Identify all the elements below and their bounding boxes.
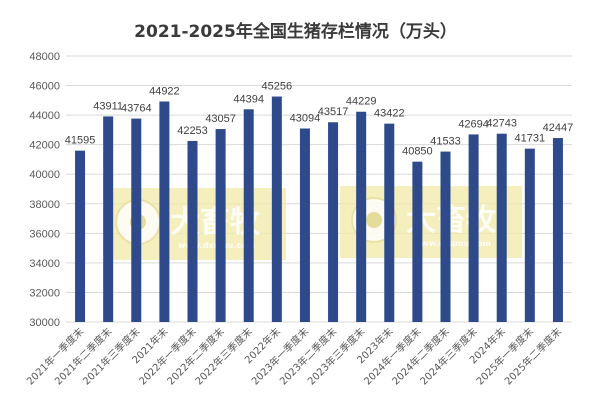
bar (468, 134, 479, 322)
bar (271, 96, 282, 322)
bar (356, 111, 367, 323)
y-tick-label: 46000 (29, 81, 60, 93)
data-label: 40850 (402, 146, 433, 158)
x-axis-categories: 2021年一季度末2021年二季度末2021年三季度末2021年末2022年一季… (24, 325, 564, 388)
data-label: 42447 (543, 122, 574, 134)
bar (412, 161, 423, 322)
data-label: 43094 (290, 112, 321, 124)
y-tick-label: 30000 (29, 317, 60, 329)
bar (524, 148, 535, 322)
data-label: 43422 (374, 108, 405, 120)
data-label: 42694 (458, 118, 489, 130)
bar (552, 138, 563, 322)
data-label: 42743 (486, 118, 517, 130)
data-label: 44229 (346, 96, 377, 108)
y-tick-label: 42000 (29, 140, 60, 152)
bar (131, 118, 142, 322)
y-tick-label: 36000 (29, 228, 60, 240)
data-label: 41731 (515, 133, 546, 145)
bar (215, 129, 226, 322)
data-label: 45256 (262, 81, 293, 93)
bar (496, 133, 507, 322)
y-tick-label: 32000 (29, 287, 60, 299)
bar (384, 123, 395, 322)
data-label: 43764 (121, 103, 152, 115)
data-label: 43911 (93, 100, 123, 112)
data-label: 44394 (233, 93, 264, 105)
bars (75, 96, 563, 323)
data-label: 43057 (205, 113, 236, 125)
data-label: 41595 (65, 135, 96, 147)
bar (243, 109, 254, 322)
data-label: 44922 (149, 85, 180, 97)
data-label: 42253 (177, 125, 208, 137)
bar (159, 101, 170, 323)
bar (75, 150, 86, 322)
data-label: 43517 (318, 106, 349, 118)
bar (440, 151, 451, 322)
y-tick-label: 44000 (29, 110, 60, 122)
bar (299, 128, 310, 322)
y-tick-label: 34000 (29, 258, 60, 270)
y-tick-label: 38000 (29, 199, 60, 211)
bar (187, 140, 198, 322)
y-axis-ticks: 30000 32000 34000 36000 38000 40000 42000 44000… (29, 51, 60, 329)
bar (103, 116, 114, 322)
y-tick-label: 40000 (29, 169, 60, 181)
watermark-subtext: www.dxumu.com (414, 239, 491, 248)
data-label: 41533 (430, 136, 461, 148)
bar (328, 122, 339, 322)
y-tick-label: 48000 (29, 51, 60, 63)
chart-title: 2021-2025年全国生猪存栏情况（万头） (134, 22, 457, 42)
